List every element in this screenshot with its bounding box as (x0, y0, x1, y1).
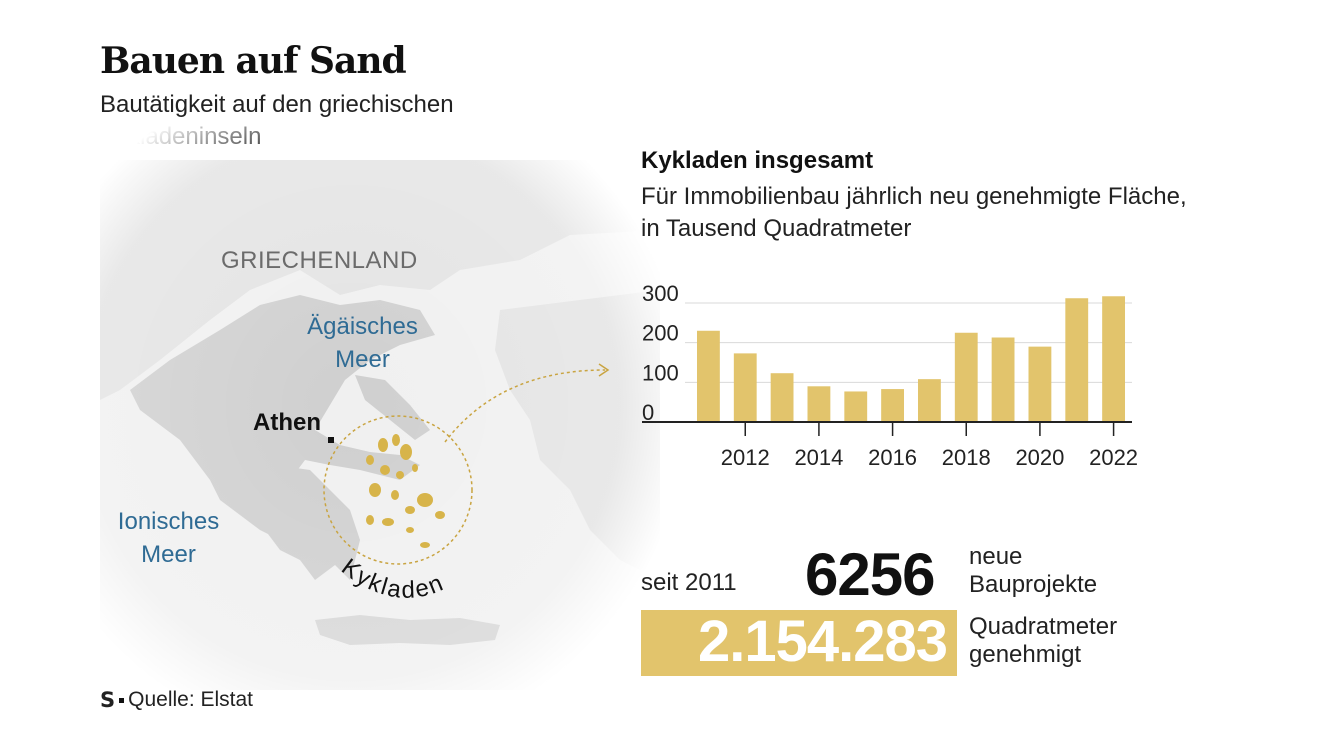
athens-marker (328, 437, 334, 443)
y-tick-label: 0 (642, 400, 654, 425)
y-tick-label: 100 (642, 360, 679, 385)
since-label: seit 2011 (641, 569, 737, 596)
y-tick-label: 300 (642, 281, 679, 306)
separator-dot (119, 697, 125, 703)
x-tick-label: 2012 (721, 445, 770, 470)
spiegel-logo: S (100, 688, 116, 712)
cyclades-circle (323, 415, 473, 565)
bar (1065, 298, 1089, 422)
area-label: Quadratmeter genehmigt (969, 613, 1118, 668)
connector-arrowhead (598, 363, 610, 377)
bar (1102, 296, 1126, 422)
bar (696, 330, 720, 422)
bar (991, 337, 1015, 422)
source-line: S Quelle: Elstat (100, 688, 253, 712)
connector-arrow (444, 369, 606, 443)
city-label: Athen (253, 409, 321, 436)
bar (807, 386, 831, 422)
bar (844, 391, 868, 422)
bar (917, 379, 941, 422)
projects-label: neue Bauprojekte (969, 543, 1098, 598)
bar (770, 373, 794, 422)
y-tick-label: 200 (642, 321, 679, 346)
x-tick-label: 2014 (794, 445, 843, 470)
x-tick-label: 2020 (1015, 445, 1064, 470)
projects-value: 6256 (805, 541, 935, 608)
bar (1028, 346, 1052, 422)
ionian-sea-label: Ionisches Meer (117, 508, 220, 568)
x-tick-label: 2016 (868, 445, 917, 470)
area-highlight-box: 2.154.283 (641, 609, 957, 676)
source-text: Quelle: Elstat (128, 688, 254, 711)
aegean-sea-label: Ägäisches Meer (307, 313, 418, 373)
bar (733, 353, 757, 422)
area-value: 2.154.283 (697, 609, 948, 674)
bar (881, 389, 905, 422)
cyclades-islands (366, 434, 445, 548)
chart-title: Kykladen insgesamt (641, 147, 874, 174)
bar-chart: 0 100 200 300 2012 2014 2016 2018 2020 2022 (642, 281, 1138, 470)
greece-map: Kykladen (100, 120, 660, 690)
bar (954, 332, 978, 422)
page-title: Bauen auf Sand (100, 40, 407, 82)
chart-subtitle: Für Immobilienbau jährlich neu genehmigt… (641, 183, 1187, 242)
x-tick-label: 2022 (1089, 445, 1138, 470)
country-label: GRIECHENLAND (221, 247, 418, 274)
x-tick-label: 2018 (942, 445, 991, 470)
